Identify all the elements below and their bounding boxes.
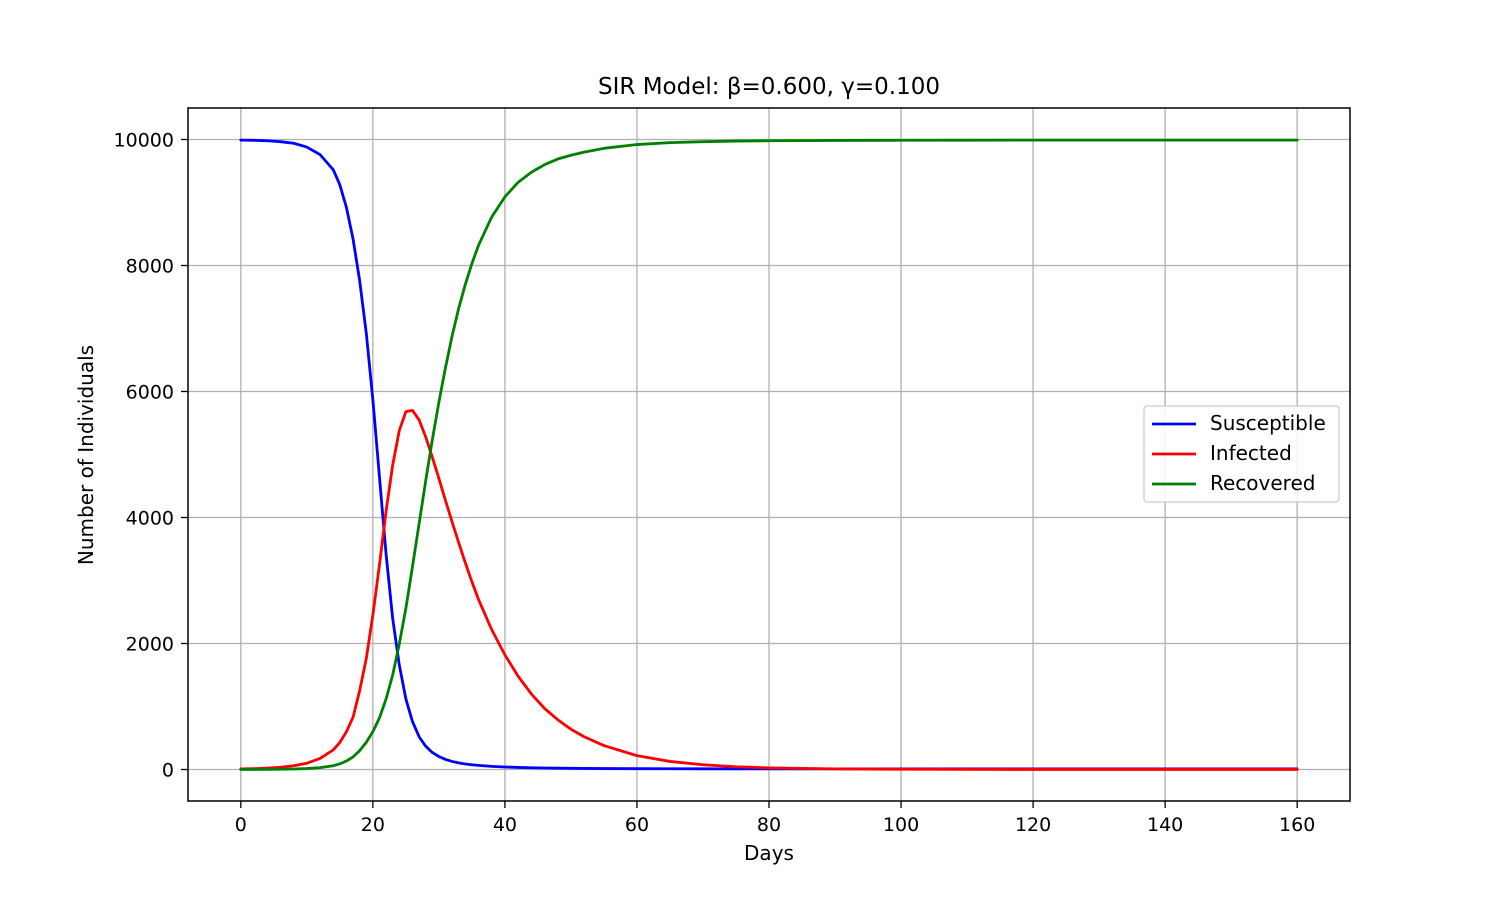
legend-label-susceptible: Susceptible xyxy=(1210,411,1326,435)
x-axis-label: Days xyxy=(744,841,794,865)
chart-title: SIR Model: β=0.600, γ=0.100 xyxy=(598,74,940,100)
x-tick-label: 100 xyxy=(883,814,919,836)
y-axis-label: Number of Individuals xyxy=(74,345,98,565)
series-line-recovered xyxy=(239,138,1299,771)
x-tick-label: 160 xyxy=(1279,814,1315,836)
x-tick-label: 40 xyxy=(493,814,517,836)
series-line-infected xyxy=(239,409,1299,771)
y-tick-label: 10000 xyxy=(114,130,174,152)
x-tick-label: 140 xyxy=(1147,814,1183,836)
x-tick-label: 60 xyxy=(625,814,649,836)
legend-label-recovered: Recovered xyxy=(1210,471,1315,495)
y-tick-label: 4000 xyxy=(126,508,174,530)
x-tick-label: 20 xyxy=(361,814,385,836)
series-line-susceptible xyxy=(239,138,1299,771)
axis-ticks: 0 20 40 60 80 100 120 140 160 0 2000 4000 6000 8000 10… xyxy=(114,130,1316,837)
y-tick-label: 8000 xyxy=(126,256,174,278)
y-tick-label: 2000 xyxy=(126,634,174,656)
series-lines xyxy=(239,138,1299,771)
legend-label-infected: Infected xyxy=(1210,441,1292,465)
x-tick-label: 80 xyxy=(757,814,781,836)
legend-box xyxy=(1143,405,1340,503)
x-tick-label: 0 xyxy=(235,814,247,836)
y-tick-label: 0 xyxy=(162,760,174,782)
legend: Susceptible Infected Recovered xyxy=(1143,405,1340,503)
y-tick-label: 6000 xyxy=(126,382,174,404)
x-tick-label: 120 xyxy=(1015,814,1051,836)
